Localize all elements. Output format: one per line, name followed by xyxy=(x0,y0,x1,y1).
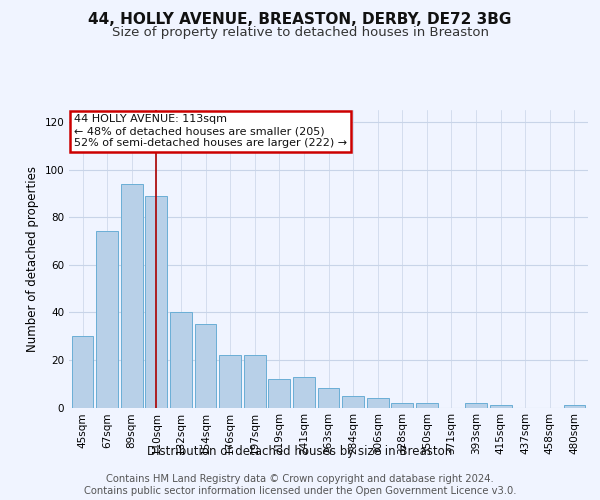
Text: 44, HOLLY AVENUE, BREASTON, DERBY, DE72 3BG: 44, HOLLY AVENUE, BREASTON, DERBY, DE72 … xyxy=(88,12,512,28)
Text: 44 HOLLY AVENUE: 113sqm
← 48% of detached houses are smaller (205)
52% of semi-d: 44 HOLLY AVENUE: 113sqm ← 48% of detache… xyxy=(74,114,347,148)
Bar xyxy=(465,402,487,407)
Bar xyxy=(342,396,364,407)
Bar xyxy=(121,184,143,408)
Bar xyxy=(170,312,192,408)
Text: Distribution of detached houses by size in Breaston: Distribution of detached houses by size … xyxy=(148,444,452,458)
Bar xyxy=(293,376,315,408)
Bar xyxy=(563,405,585,407)
Bar xyxy=(72,336,94,407)
Bar xyxy=(391,402,413,407)
Bar xyxy=(416,402,438,407)
Bar xyxy=(317,388,340,407)
Bar xyxy=(367,398,389,407)
Bar xyxy=(145,196,167,408)
Bar xyxy=(490,405,512,407)
Text: Contains HM Land Registry data © Crown copyright and database right 2024.
Contai: Contains HM Land Registry data © Crown c… xyxy=(84,474,516,496)
Bar xyxy=(97,232,118,408)
Y-axis label: Number of detached properties: Number of detached properties xyxy=(26,166,39,352)
Bar xyxy=(244,355,266,408)
Text: Size of property relative to detached houses in Breaston: Size of property relative to detached ho… xyxy=(112,26,488,39)
Bar xyxy=(219,355,241,408)
Bar xyxy=(268,379,290,408)
Bar xyxy=(194,324,217,407)
